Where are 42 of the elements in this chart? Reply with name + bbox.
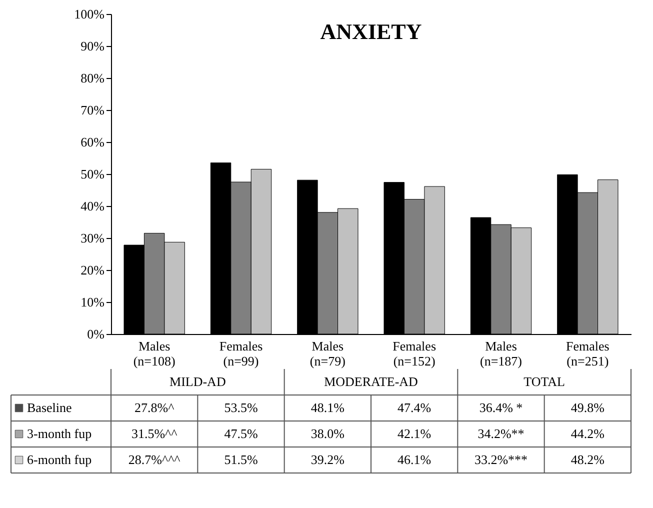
data-label: 34.2%** — [478, 426, 524, 441]
x-tick-label: Females (n=251) — [566, 338, 610, 368]
y-tick-label: 40% — [80, 198, 105, 214]
data-label: 47.4% — [398, 400, 432, 415]
y-tick-label: 90% — [80, 38, 105, 54]
data-label: 28.7%^^^ — [128, 452, 180, 467]
text: MILD-AD — [170, 374, 226, 389]
y-tick-label: 0% — [87, 326, 105, 342]
data-label: 46.1% — [398, 452, 432, 467]
data-label: 31.5%^^ — [131, 426, 178, 441]
data-label: 49.8% — [570, 400, 605, 415]
data-label: 27.8%^ — [134, 400, 174, 415]
x-tick-label: Females (n=99) — [219, 338, 263, 368]
data-label: 33.2%*** — [474, 452, 528, 467]
legend-label: 6-month fup — [27, 452, 92, 467]
data-label: 39.2% — [310, 452, 345, 467]
y-tick-label: 80% — [80, 70, 105, 86]
x-tick-label: Males (n=79) — [310, 338, 346, 368]
data-label: 53.5% — [224, 400, 258, 415]
y-tick-label: 20% — [80, 262, 105, 278]
x-tick-label: Males (n=108) — [133, 338, 176, 368]
data-label: 44.2% — [570, 426, 605, 441]
text: TOTAL — [524, 374, 566, 389]
data-label: 47.5% — [224, 426, 258, 441]
y-tick-label: 60% — [80, 134, 105, 150]
y-tick-label: 10% — [80, 294, 105, 310]
y-tick-label: 70% — [80, 102, 105, 118]
y-tick-label: 100% — [74, 6, 105, 22]
data-label: 38.0% — [310, 426, 345, 441]
y-tick-label: 30% — [80, 230, 105, 246]
x-tick-label: Males (n=187) — [480, 338, 522, 368]
x-tick-label: Females (n=152) — [392, 338, 436, 368]
text: MODERATE-AD — [324, 374, 418, 389]
legend-label: 3-month fup — [27, 426, 92, 441]
y-tick-label: 50% — [80, 166, 105, 182]
data-label: 51.5% — [224, 452, 258, 467]
chart-title: ANXIETY — [320, 19, 422, 44]
data-label: 42.1% — [398, 426, 432, 441]
data-label: 48.1% — [310, 400, 345, 415]
data-label: 36.4% * — [479, 400, 523, 415]
data-label: 48.2% — [570, 452, 605, 467]
legend-label: Baseline — [27, 400, 72, 415]
